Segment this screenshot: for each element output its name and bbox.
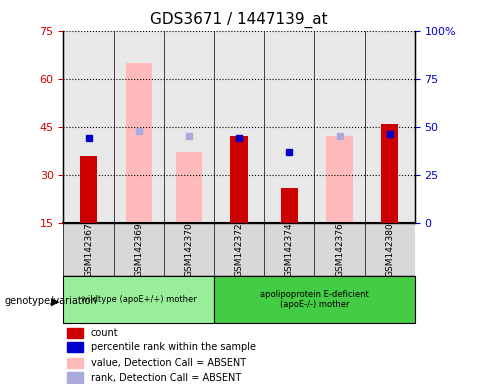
Bar [176,152,202,223]
Title: GDS3671 / 1447139_at: GDS3671 / 1447139_at [150,12,328,28]
Bar [214,31,264,223]
Text: wildtype (apoE+/+) mother: wildtype (apoE+/+) mother [81,295,197,304]
Text: rank, Detection Call = ABSENT: rank, Detection Call = ABSENT [91,372,241,383]
Text: GSM142370: GSM142370 [184,222,193,277]
Text: value, Detection Call = ABSENT: value, Detection Call = ABSENT [91,358,246,368]
Bar [67,342,83,353]
Text: count: count [91,328,119,338]
Bar [314,31,365,223]
Bar [314,223,365,276]
Bar [281,187,298,223]
Bar [365,223,415,276]
Text: GSM142376: GSM142376 [335,222,344,277]
Bar [63,31,114,223]
Bar [326,136,353,223]
Text: apolipoprotein E-deficient
(apoE-/-) mother: apolipoprotein E-deficient (apoE-/-) mot… [260,290,369,309]
Text: ▶: ▶ [51,296,60,306]
Bar [164,223,214,276]
Text: percentile rank within the sample: percentile rank within the sample [91,342,256,352]
Text: GSM142367: GSM142367 [84,222,93,277]
Bar [67,372,83,383]
Bar [230,136,248,223]
Bar [67,358,83,368]
Text: genotype/variation: genotype/variation [5,296,98,306]
Text: GSM142369: GSM142369 [134,222,143,277]
Bar [164,31,214,223]
Bar [264,31,314,223]
Bar [214,223,264,276]
Text: GSM142372: GSM142372 [235,222,244,277]
Bar [365,31,415,223]
Bar [63,276,214,323]
Bar [114,223,164,276]
Bar [381,124,399,223]
Bar [63,223,114,276]
Bar [214,276,415,323]
Bar [67,328,83,338]
Bar [80,156,97,223]
Text: GSM142374: GSM142374 [285,222,294,277]
Text: GSM142380: GSM142380 [385,222,394,277]
Bar [264,223,314,276]
Bar [114,31,164,223]
Bar [125,63,152,223]
